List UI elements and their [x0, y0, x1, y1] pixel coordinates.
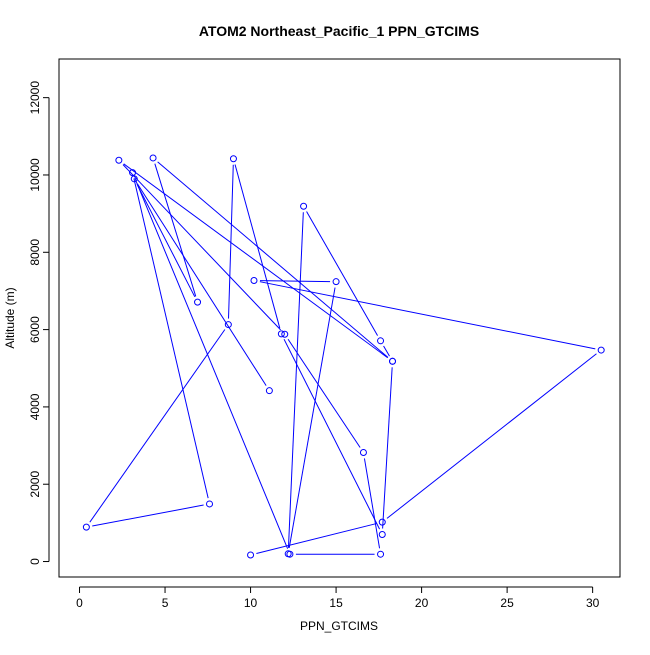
- x-tick-label: 0: [76, 596, 83, 610]
- y-axis-label: Altitude (m): [3, 287, 17, 348]
- series-segment: [157, 161, 389, 358]
- data-point: [300, 202, 308, 210]
- series-segment: [283, 338, 381, 530]
- y-tick-label: 0: [28, 558, 42, 565]
- y-tick-label: 10000: [28, 158, 42, 192]
- data-point: [129, 169, 137, 177]
- x-tick-label: 10: [244, 596, 258, 610]
- data-point: [206, 500, 214, 508]
- data-point: [149, 154, 157, 162]
- data-point: [378, 518, 386, 526]
- series-segment: [287, 338, 361, 448]
- series-segment: [89, 329, 226, 523]
- data-point: [247, 551, 255, 559]
- y-tick-label: 2000: [28, 471, 42, 498]
- data-point: [389, 357, 397, 365]
- data-point: [130, 175, 138, 183]
- data-point: [332, 278, 340, 286]
- data-point: [194, 298, 202, 306]
- series-segment: [288, 287, 336, 548]
- series-segment: [137, 183, 267, 386]
- data-point: [224, 321, 232, 329]
- x-tick-label: 20: [415, 596, 429, 610]
- data-point: [250, 277, 258, 285]
- series-segment: [306, 211, 379, 336]
- data-point: [281, 330, 289, 338]
- data-point: [359, 449, 367, 457]
- chart-title: ATOM2 Northeast_Pacific_1 PPN_GTCIMS: [199, 23, 479, 39]
- y-tick-label: 8000: [28, 239, 42, 266]
- data-point: [82, 523, 90, 531]
- x-tick-label: 30: [586, 596, 600, 610]
- series-segment: [386, 353, 597, 519]
- data-point: [229, 155, 237, 163]
- series-segment: [123, 163, 388, 359]
- data-point: [277, 330, 285, 338]
- plot-frame: [58, 58, 621, 578]
- data-point: [286, 550, 294, 558]
- series-segment: [383, 345, 390, 357]
- y-tick-label: 6000: [28, 316, 42, 343]
- series-points: [82, 154, 605, 559]
- data-point: [377, 550, 385, 558]
- y-axis: 0 2000 4000 6000 8000 10000 12000: [28, 81, 50, 565]
- y-tick-label: 4000: [28, 393, 42, 420]
- series-segment: [92, 504, 204, 527]
- data-point: [115, 156, 123, 164]
- series-lines: [89, 161, 597, 555]
- data-point: [265, 387, 273, 395]
- series-segment: [363, 458, 381, 549]
- series-segment: [256, 523, 377, 554]
- series-segment: [382, 367, 393, 529]
- data-point: [377, 337, 385, 345]
- series-segment: [259, 280, 331, 283]
- series-segment: [122, 164, 281, 331]
- series-segment: [259, 281, 596, 350]
- series-segment: [133, 178, 209, 499]
- data-point: [378, 530, 386, 538]
- x-axis-label: PPN_GTCIMS: [300, 619, 378, 633]
- series-segment: [136, 183, 196, 298]
- series-segment: [228, 164, 234, 319]
- x-tick-label: 25: [500, 596, 514, 610]
- x-tick-label: 5: [162, 596, 169, 610]
- series-segment: [134, 178, 289, 549]
- data-point: [597, 346, 605, 354]
- y-tick-label: 12000: [28, 81, 42, 115]
- x-tick-label: 15: [329, 596, 343, 610]
- series-segment: [287, 212, 304, 548]
- x-axis: 0 5 10 15 20 25 30: [76, 586, 600, 610]
- series-segment: [154, 163, 197, 297]
